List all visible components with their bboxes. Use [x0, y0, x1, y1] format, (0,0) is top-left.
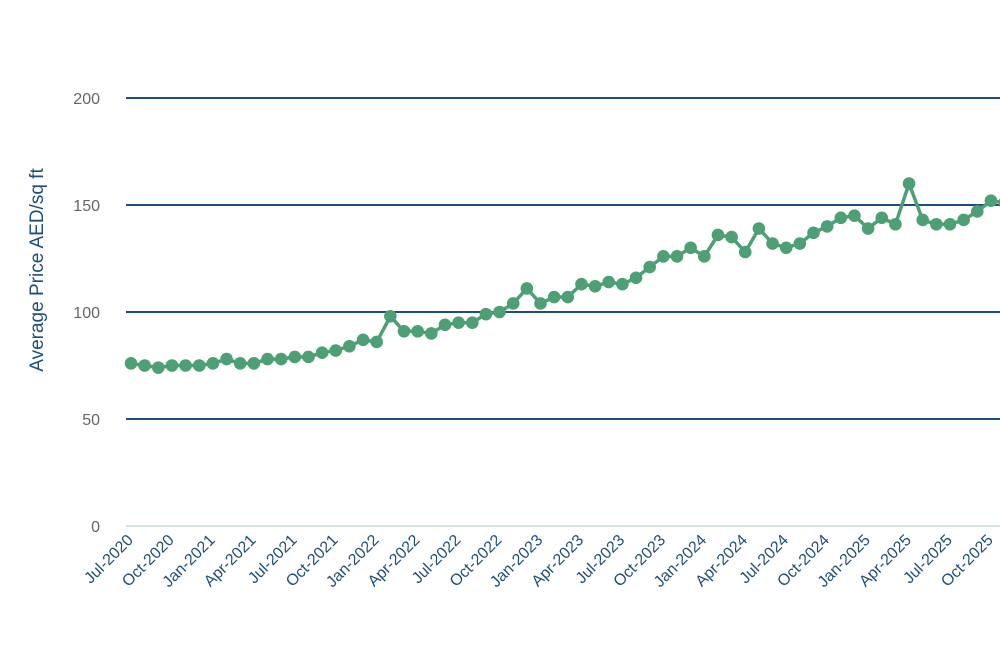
data-point — [916, 213, 929, 227]
data-point — [957, 213, 970, 227]
y-tick-label: 200 — [73, 91, 100, 108]
data-point — [971, 205, 984, 218]
data-point — [315, 346, 329, 359]
data-point — [452, 316, 465, 330]
x-tick-labels: Jul-2020Oct-2020Jan-2021Apr-2021Jul-2021… — [81, 532, 996, 591]
data-point — [902, 177, 916, 190]
data-point — [711, 228, 725, 242]
data-point — [834, 211, 848, 225]
data-point — [820, 220, 834, 233]
data-point — [397, 324, 411, 338]
data-point — [179, 359, 192, 372]
data-point — [206, 357, 220, 370]
data-point — [479, 307, 493, 321]
data-point — [329, 344, 343, 357]
data-point — [602, 275, 616, 289]
data-point — [848, 209, 861, 222]
data-point — [629, 271, 643, 285]
data-point — [124, 357, 138, 370]
y-tick-label: 150 — [73, 198, 100, 215]
data-point — [534, 297, 547, 310]
data-point — [779, 241, 793, 255]
data-point — [152, 361, 165, 374]
data-point — [793, 237, 807, 250]
data-point — [684, 241, 697, 255]
data-point — [547, 290, 561, 304]
data-point — [588, 280, 602, 293]
data-point — [616, 277, 629, 291]
series-line — [130, 181, 1000, 370]
data-point — [698, 250, 711, 263]
data-point — [984, 194, 998, 208]
data-point — [138, 359, 151, 372]
data-point — [274, 352, 288, 366]
data-point — [370, 335, 384, 349]
data-point — [356, 333, 370, 347]
data-point — [493, 305, 506, 319]
data-point — [725, 230, 738, 244]
data-point — [192, 359, 206, 372]
data-point — [930, 217, 943, 231]
data-point — [766, 237, 779, 250]
data-point — [465, 316, 479, 330]
data-point — [247, 357, 261, 370]
y-axis-title: Average Price AED/sq ft — [27, 168, 48, 372]
data-point — [302, 350, 315, 364]
data-point — [752, 222, 766, 235]
data-point — [943, 217, 957, 231]
data-point — [261, 352, 274, 366]
data-point — [165, 359, 179, 372]
data-point — [561, 290, 575, 304]
data-point — [657, 250, 670, 263]
data-point — [411, 324, 424, 338]
data-point — [506, 297, 520, 310]
data-point — [384, 309, 397, 323]
data-point — [670, 250, 684, 263]
data-point — [861, 222, 875, 235]
data-point — [288, 350, 302, 364]
data-point — [643, 260, 656, 274]
data-point — [343, 339, 356, 353]
gridlines — [126, 97, 1000, 527]
y-tick-label: 0 — [91, 519, 100, 536]
data-point — [889, 217, 902, 231]
data-point — [575, 277, 588, 291]
data-point — [520, 282, 534, 295]
y-tick-label: 50 — [82, 412, 100, 429]
data-point — [425, 327, 438, 340]
data-point — [807, 226, 820, 240]
y-tick-label: 100 — [73, 305, 100, 322]
y-tick-labels: 0 50 100 150 200 — [73, 91, 100, 536]
data-point — [220, 352, 233, 366]
data-point — [738, 245, 752, 259]
price-series — [124, 177, 1000, 374]
data-point — [438, 318, 452, 332]
data-point — [875, 211, 889, 225]
data-point — [233, 357, 247, 370]
